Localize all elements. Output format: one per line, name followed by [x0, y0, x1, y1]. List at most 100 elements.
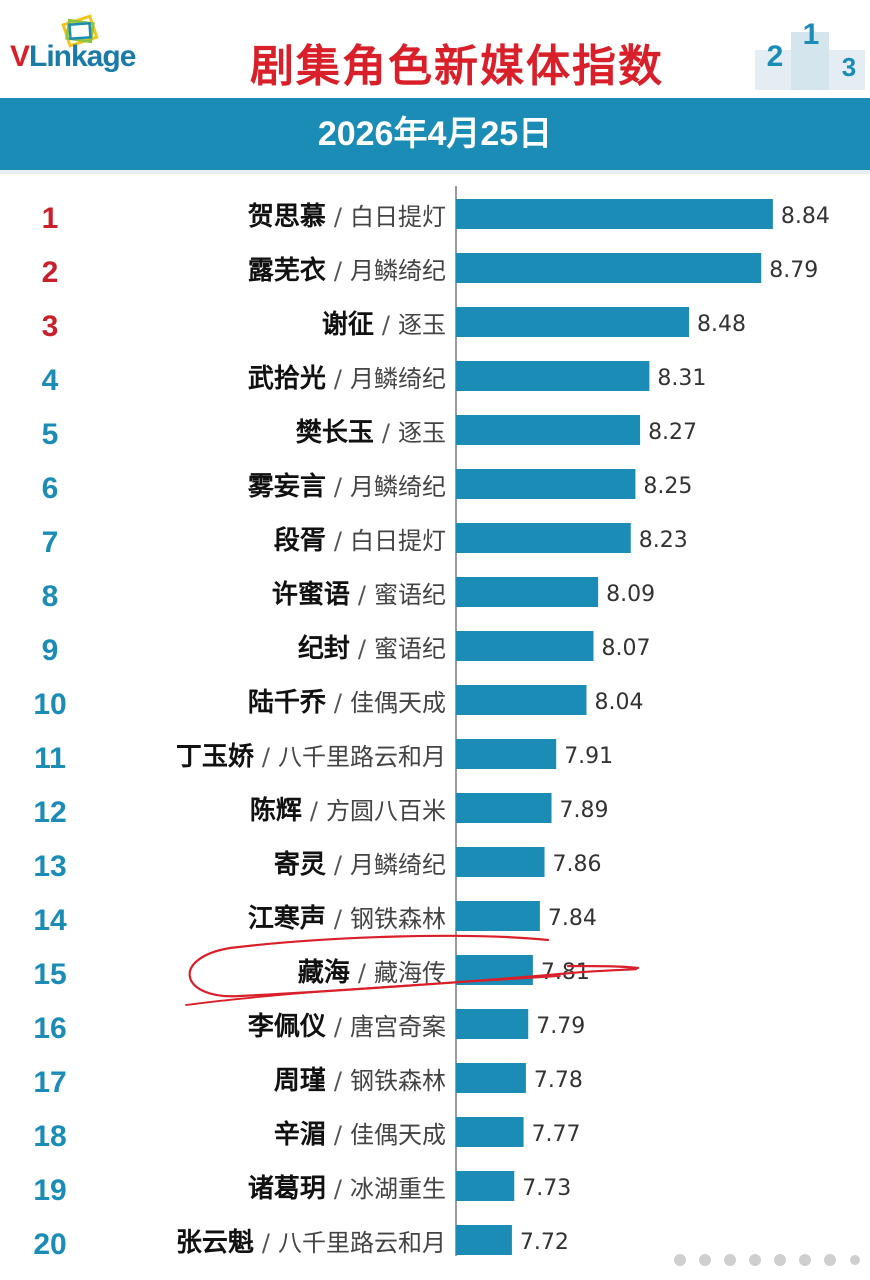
bar — [456, 523, 631, 553]
character-name: 许蜜语 — [272, 579, 350, 610]
character-name: 陈辉 — [250, 795, 302, 826]
podium-number-1: 1 — [803, 18, 820, 51]
rank-number: 17 — [33, 1066, 66, 1099]
drama-title: 逐玉 — [398, 419, 446, 447]
character-name: 武拾光 — [248, 364, 326, 394]
category-label: 雾妄言 / 月鳞绮纪 — [248, 471, 446, 502]
bar — [456, 253, 762, 283]
value-label: 8.09 — [606, 582, 655, 607]
value-label: 8.79 — [769, 258, 818, 283]
rank-number: 2 — [42, 256, 59, 289]
logo-brand-v: V — [10, 40, 30, 73]
character-name: 江寒声 — [248, 903, 326, 934]
label-separator: / — [358, 581, 367, 609]
category-label: 露芜衣 / 月鳞绮纪 — [248, 255, 446, 286]
character-name: 露芜衣 — [248, 255, 326, 286]
page-title: 剧集角色新媒体指数 — [250, 41, 664, 92]
label-separator: / — [334, 905, 343, 933]
value-label: 8.04 — [594, 690, 643, 715]
value-label: 8.84 — [781, 204, 830, 229]
chart-row-6: 6 雾妄言 / 月鳞绮纪 8.25 — [42, 469, 692, 505]
bar — [456, 1009, 529, 1039]
drama-title: 方圆八百米 — [326, 797, 446, 825]
bar — [456, 199, 773, 229]
chart-row-9: 9 纪封 / 蜜语纪 8.07 — [42, 631, 650, 667]
category-label: 张云魁 / 八千里路云和月 — [176, 1227, 446, 1258]
drama-title: 佳偶天成 — [350, 1121, 446, 1149]
drama-title: 佳偶天成 — [350, 689, 446, 717]
rank-number: 20 — [33, 1228, 66, 1260]
chart-row-17: 17 周瑾 / 钢铁森林 7.78 — [33, 1063, 583, 1099]
label-separator: / — [382, 311, 391, 339]
bar — [456, 685, 587, 715]
category-label: 谢征 / 逐玉 — [322, 309, 446, 340]
bar — [456, 1171, 515, 1201]
category-label: 许蜜语 / 蜜语纪 — [272, 579, 446, 610]
category-label: 陆千乔 / 佳偶天成 — [248, 687, 446, 718]
character-name: 段胥 — [274, 525, 326, 556]
bar — [456, 1225, 512, 1255]
drama-title: 月鳞绮纪 — [350, 365, 446, 393]
drama-title: 白日提灯 — [350, 203, 446, 231]
bar — [456, 361, 650, 391]
chart-row-20: 20 张云魁 / 八千里路云和月 7.72 — [33, 1225, 569, 1260]
value-label: 7.89 — [560, 798, 609, 823]
value-label: 8.31 — [657, 366, 706, 391]
category-label: 周瑾 / 钢铁森林 — [274, 1066, 446, 1096]
category-label: 段胥 / 白日提灯 — [274, 525, 446, 556]
character-name: 樊长玉 — [296, 418, 374, 448]
label-separator: / — [310, 797, 319, 825]
drama-title: 唐宫奇案 — [350, 1013, 446, 1041]
character-name: 陆千乔 — [248, 687, 327, 718]
label-separator: / — [382, 419, 391, 447]
drama-title: 月鳞绮纪 — [350, 473, 446, 501]
rank-number: 19 — [33, 1174, 66, 1207]
podium-number-3: 3 — [842, 52, 856, 82]
character-name: 李佩仪 — [247, 1012, 327, 1042]
bar — [456, 847, 545, 877]
bar — [456, 415, 641, 445]
bar — [456, 901, 540, 931]
rank-number: 15 — [33, 958, 66, 991]
watermark-dots — [674, 1254, 860, 1266]
chart-row-19: 19 诸葛玥 / 冰湖重生 7.73 — [33, 1171, 571, 1207]
drama-title: 冰湖重生 — [350, 1175, 446, 1203]
chart-row-15: 15 藏海 / 藏海传 7.81 — [33, 955, 590, 991]
label-separator: / — [262, 1229, 271, 1257]
rank-number: 7 — [42, 526, 59, 559]
chart-row-16: 16 李佩仪 / 唐宫奇案 7.79 — [33, 1009, 585, 1045]
character-name: 藏海 — [298, 958, 350, 988]
bar — [456, 631, 594, 661]
rank-number: 3 — [42, 310, 59, 343]
rank-number: 8 — [42, 580, 59, 613]
value-label: 7.78 — [534, 1068, 583, 1093]
rank-number: 16 — [33, 1012, 66, 1045]
value-label: 8.07 — [601, 636, 650, 661]
value-label: 8.25 — [643, 474, 692, 499]
value-label: 7.77 — [532, 1122, 581, 1147]
category-label: 武拾光 / 月鳞绮纪 — [248, 364, 446, 394]
rank-number: 1 — [42, 202, 59, 235]
character-name: 贺思慕 — [248, 202, 326, 232]
bar — [456, 955, 533, 985]
bar — [456, 793, 552, 823]
chart-row-18: 18 辛湄 / 佳偶天成 7.77 — [33, 1117, 581, 1153]
drama-title: 逐玉 — [398, 311, 446, 339]
drama-title: 月鳞绮纪 — [350, 257, 446, 285]
ranking-bar-chart: 1 贺思慕 / 白日提灯 8.842 露芜衣 / 月鳞绮纪 8.793 谢征 / 逐玉 8.484 武拾光… — [33, 186, 830, 1260]
date-banner: 2026年4月25日 — [0, 98, 870, 170]
value-label: 7.79 — [536, 1014, 585, 1039]
drama-title: 钢铁森林 — [350, 905, 446, 933]
rank-number: 10 — [33, 688, 66, 721]
character-name: 雾妄言 — [248, 471, 326, 502]
rank-number: 9 — [42, 634, 59, 667]
drama-title: 白日提灯 — [350, 527, 446, 555]
character-name: 张云魁 — [176, 1227, 254, 1258]
category-label: 丁玉娇 / 八千里路云和月 — [176, 742, 446, 772]
value-label: 8.48 — [697, 312, 746, 337]
character-name: 寄灵 — [274, 849, 326, 880]
rank-number: 6 — [42, 472, 59, 505]
label-separator: / — [334, 203, 343, 231]
value-label: 8.27 — [648, 420, 697, 445]
drama-title: 蜜语纪 — [374, 581, 446, 609]
